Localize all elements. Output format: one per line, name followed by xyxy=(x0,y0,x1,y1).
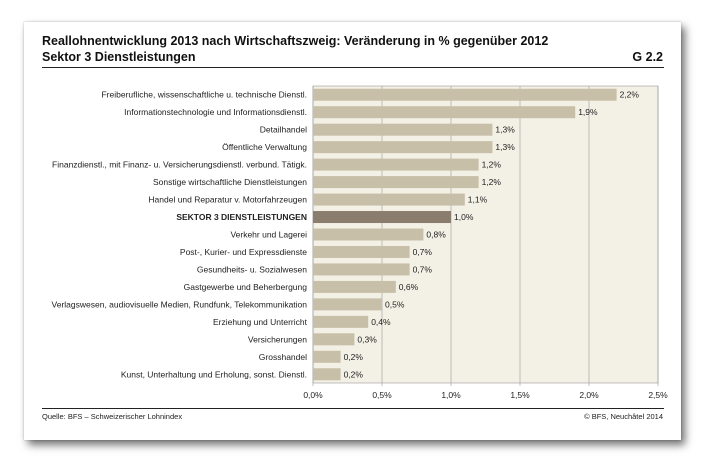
chart-title: Reallohnentwicklung 2013 nach Wirtschaft… xyxy=(42,34,549,48)
value-label: 0,3% xyxy=(357,334,377,344)
chart-page: Reallohnentwicklung 2013 nach Wirtschaft… xyxy=(24,22,681,440)
category-label: Finanzdienstl., mit Finanz- u. Versicher… xyxy=(52,160,307,170)
bar xyxy=(313,263,410,276)
category-label: Detailhandel xyxy=(260,125,307,135)
x-tick-label: 1,0% xyxy=(441,390,461,400)
x-tick-label: 0,0% xyxy=(303,390,323,400)
value-label: 1,2% xyxy=(482,160,502,170)
bar xyxy=(313,123,493,136)
value-label: 2,2% xyxy=(620,90,640,100)
source-note: Quelle: BFS – Schweizerischer Lohnindex xyxy=(42,412,183,421)
category-label: Gastgewerbe und Beherbergung xyxy=(184,282,308,292)
bar xyxy=(313,158,479,171)
x-tick-label: 2,0% xyxy=(579,390,599,400)
copyright-note: © BFS, Neuchâtel 2014 xyxy=(584,412,663,421)
bar xyxy=(313,245,410,258)
category-label: Öffentliche Verwaltung xyxy=(222,142,307,152)
value-label: 0,2% xyxy=(344,369,364,379)
value-label: 1,3% xyxy=(495,142,515,152)
value-label: 1,3% xyxy=(495,125,515,135)
bar xyxy=(313,193,465,206)
category-label: Verlagswesen, audiovisuelle Medien, Rund… xyxy=(52,299,308,309)
bar xyxy=(313,315,369,328)
x-tick-label: 2,5% xyxy=(648,390,668,400)
bar xyxy=(313,88,617,101)
value-label: 1,2% xyxy=(482,177,502,187)
value-label: 0,7% xyxy=(413,247,433,257)
chart-subtitle: Sektor 3 Dienstleistungen xyxy=(42,50,196,64)
bar xyxy=(313,333,355,346)
bar xyxy=(313,350,341,363)
category-label: Post-, Kurier- und Expressdienste xyxy=(180,247,307,257)
bottom-rule xyxy=(42,408,664,409)
value-label: 0,6% xyxy=(399,282,419,292)
value-label: 1,1% xyxy=(468,195,488,205)
category-label: Freiberufliche, wissenschaftliche u. tec… xyxy=(101,90,307,100)
category-label: Kunst, Unterhaltung und Erholung, sonst.… xyxy=(121,369,307,379)
value-label: 0,5% xyxy=(385,299,405,309)
bar xyxy=(313,298,382,311)
top-rule xyxy=(42,67,664,68)
value-label: 1,9% xyxy=(578,107,598,117)
bar xyxy=(313,176,479,189)
bar xyxy=(313,141,493,154)
value-label: 0,7% xyxy=(413,264,433,274)
bar xyxy=(313,368,341,381)
chart-id: G 2.2 xyxy=(632,50,663,64)
category-label: Versicherungen xyxy=(248,334,307,344)
category-label: Erziehung und Unterricht xyxy=(213,317,308,327)
category-label: SEKTOR 3 DIENSTLEISTUNGEN xyxy=(176,212,307,222)
bar-highlight xyxy=(313,211,451,224)
bar xyxy=(313,280,396,293)
bar-chart: 0,0% 0,5% 1,0% 1,5% 2,0% 2,5% Freiberufliche, … xyxy=(52,85,668,400)
bar xyxy=(313,106,576,119)
category-label: Gesundheits- u. Sozialwesen xyxy=(197,264,307,274)
category-label: Informationstechnologie und Informations… xyxy=(124,107,307,117)
category-label: Grosshandel xyxy=(259,352,307,362)
category-label: Sonstige wirtschaftliche Dienstleistunge… xyxy=(153,177,307,187)
category-label: Handel und Reparatur v. Motorfahrzeugen xyxy=(148,195,307,205)
x-tick-label: 1,5% xyxy=(510,390,530,400)
value-label: 1,0% xyxy=(454,212,474,222)
value-label: 0,4% xyxy=(371,317,391,327)
bar xyxy=(313,228,424,241)
category-label: Verkehr und Lagerei xyxy=(230,230,307,240)
value-label: 0,8% xyxy=(426,230,446,240)
x-tick-label: 0,5% xyxy=(372,390,392,400)
value-label: 0,2% xyxy=(344,352,364,362)
